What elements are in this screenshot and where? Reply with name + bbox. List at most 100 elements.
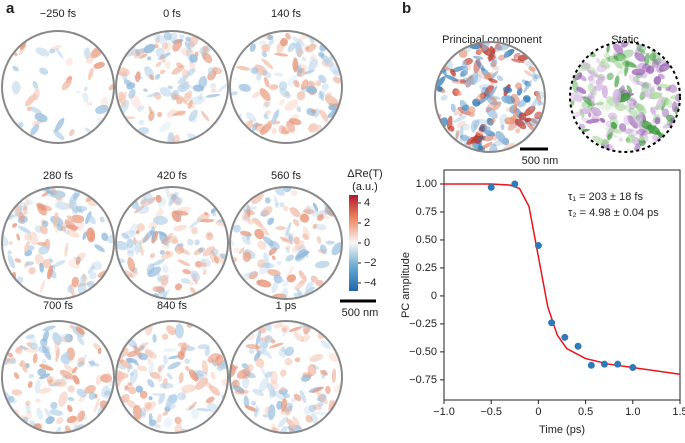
blob — [515, 128, 521, 134]
colorbar-tick-label: −4 — [364, 277, 377, 289]
blob — [599, 99, 605, 111]
blob — [500, 123, 505, 131]
blob — [277, 416, 289, 428]
blob — [189, 218, 202, 229]
blob — [55, 347, 60, 363]
blob — [176, 62, 183, 68]
blob — [270, 423, 276, 433]
blob — [653, 76, 662, 85]
blob — [72, 374, 80, 385]
image — [2, 31, 114, 143]
frame-label: 840 fs — [157, 300, 187, 312]
image — [116, 187, 228, 299]
blob — [290, 189, 298, 197]
blob — [513, 52, 521, 59]
blob — [122, 230, 137, 239]
blob — [251, 400, 256, 406]
blob — [646, 124, 661, 135]
blob — [54, 117, 65, 132]
blob — [161, 333, 169, 340]
blob — [255, 330, 262, 346]
x-tick-label: 0.5 — [578, 406, 593, 418]
blob — [59, 336, 72, 343]
blob — [311, 386, 325, 393]
blob — [634, 143, 641, 152]
blob — [293, 79, 300, 88]
blob — [302, 233, 309, 241]
blob — [472, 74, 482, 83]
blob — [163, 348, 177, 352]
y-axis-label: PC amplitude — [400, 252, 412, 318]
blob — [488, 119, 494, 125]
blob — [292, 36, 306, 47]
blob — [120, 393, 130, 403]
blob — [264, 197, 271, 204]
blob — [609, 128, 624, 134]
blob — [627, 115, 638, 129]
blob — [188, 369, 199, 382]
blob — [38, 387, 52, 394]
blob — [264, 371, 273, 378]
blob — [126, 245, 136, 254]
blob — [605, 56, 611, 63]
blob — [67, 404, 73, 413]
blob — [71, 276, 79, 288]
blob — [316, 214, 324, 221]
blob — [512, 103, 518, 120]
fit-line — [444, 183, 681, 376]
blob — [634, 42, 644, 55]
blob — [179, 34, 185, 40]
blob — [184, 93, 191, 99]
blob — [62, 224, 67, 230]
blob — [591, 92, 595, 108]
blob — [135, 48, 140, 57]
blob — [258, 262, 272, 275]
x-axis-label: Time (ps) — [539, 424, 585, 436]
blob — [485, 107, 498, 119]
blob — [618, 137, 624, 143]
blob — [62, 351, 70, 358]
blob — [626, 97, 637, 107]
blob — [124, 270, 133, 278]
blob — [38, 245, 50, 255]
blob — [314, 260, 330, 269]
blob — [184, 41, 192, 53]
blob — [84, 86, 88, 92]
blob — [524, 96, 531, 104]
blob — [293, 292, 301, 298]
blob — [258, 377, 269, 392]
blob — [88, 392, 97, 400]
blob — [191, 116, 198, 123]
blob — [188, 35, 199, 48]
blob — [130, 94, 142, 110]
blob — [46, 376, 54, 384]
blob — [530, 118, 538, 124]
blob — [332, 76, 341, 84]
blob — [211, 67, 223, 75]
data-point — [561, 333, 569, 341]
blob — [621, 49, 634, 59]
blob — [42, 259, 52, 269]
blob — [159, 382, 174, 389]
blob — [203, 211, 209, 216]
blob — [197, 92, 203, 101]
blob — [623, 115, 631, 126]
blob — [636, 129, 650, 136]
blob — [535, 90, 545, 99]
blob — [286, 274, 297, 283]
blob — [60, 225, 67, 232]
blob — [86, 213, 96, 225]
plot-frame — [443, 169, 681, 401]
blob — [482, 42, 491, 51]
blob — [93, 397, 100, 413]
x-tick-label: −0.5 — [480, 406, 502, 418]
blob — [446, 115, 453, 130]
blob — [174, 323, 184, 339]
blob — [528, 66, 536, 72]
blob — [318, 74, 327, 84]
blob — [163, 31, 172, 41]
blob — [284, 357, 293, 366]
blob — [614, 103, 627, 111]
blob — [76, 335, 85, 346]
blob — [128, 88, 136, 99]
